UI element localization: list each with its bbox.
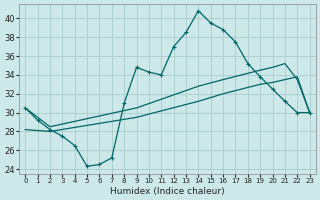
X-axis label: Humidex (Indice chaleur): Humidex (Indice chaleur) bbox=[110, 187, 225, 196]
